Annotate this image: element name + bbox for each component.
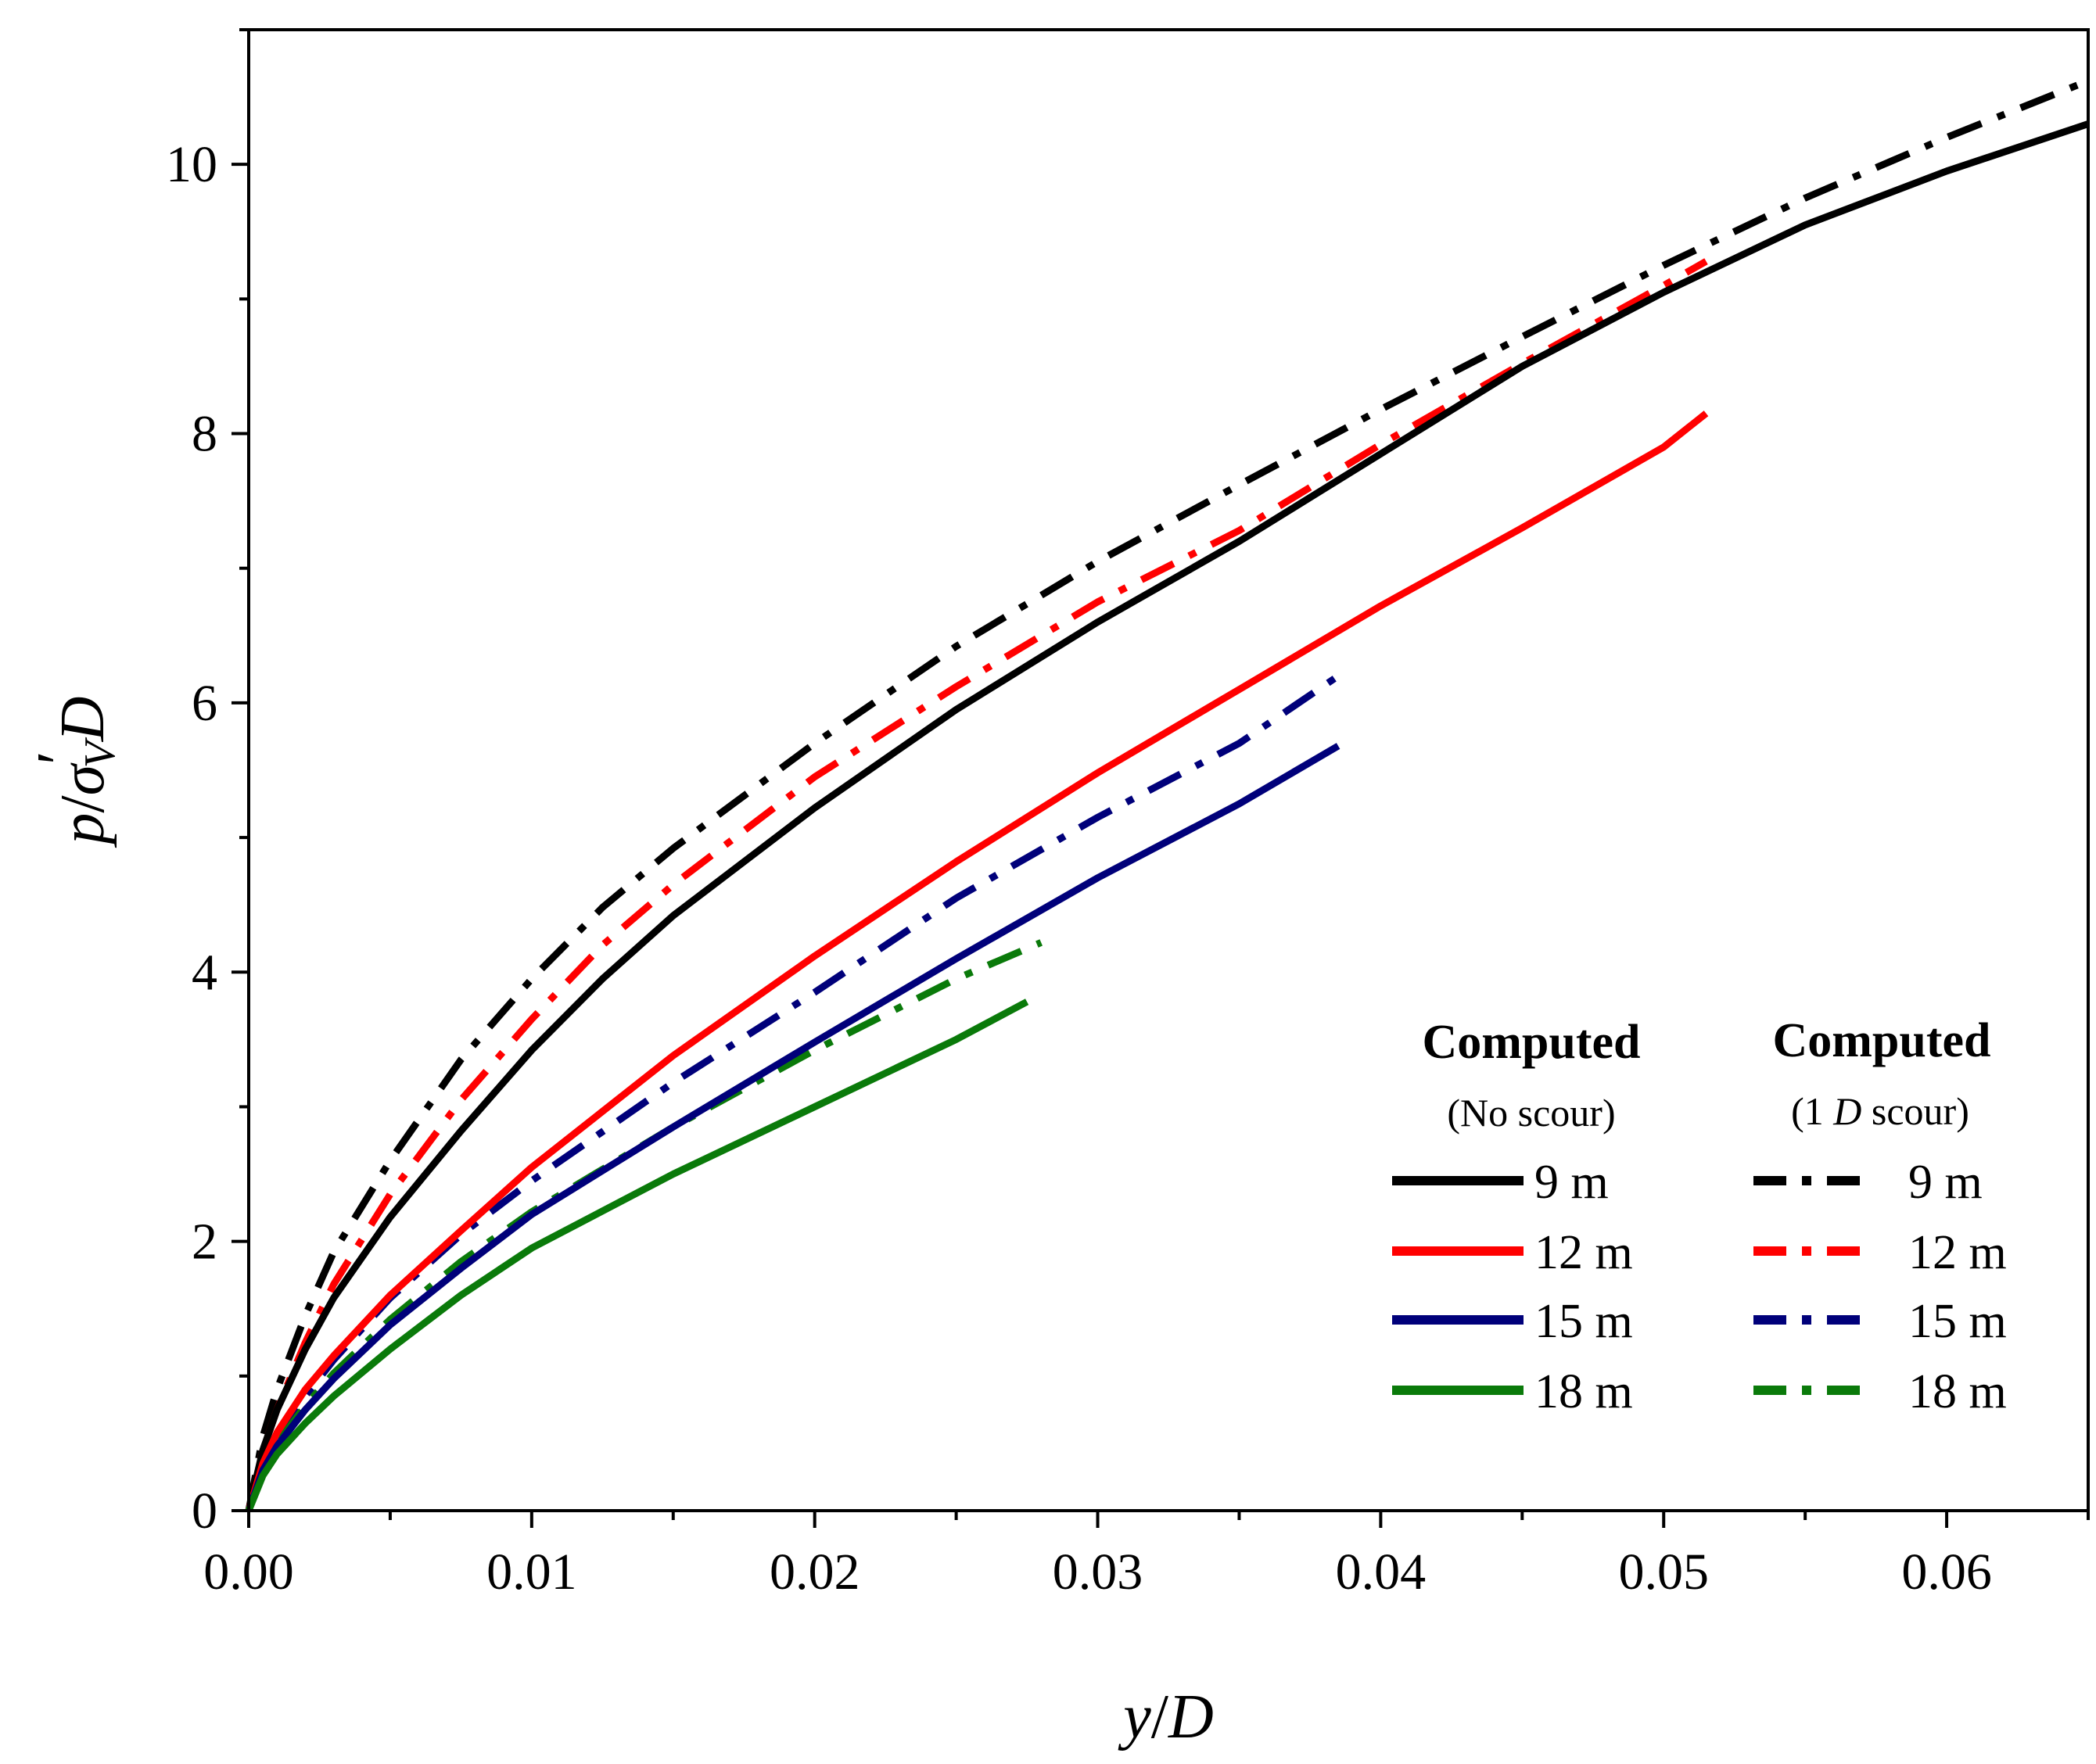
x-axis-title: y/D — [1118, 1683, 1214, 1751]
y-tick-label: 6 — [192, 675, 217, 732]
series-line-9m-no-scour — [245, 120, 2090, 1512]
y-tick-label: 10 — [166, 136, 217, 193]
y-axis-title-prime: ′ — [25, 751, 94, 765]
legend-label-scour: 12 m — [1908, 1226, 2007, 1279]
tick-labels: 0.00 0.01 0.02 0.03 0.04 0.05 0.06 0 2 4 6 8 10 — [166, 136, 1992, 1601]
y-axis-title-slash: / — [48, 795, 117, 813]
series-line-15m-scour — [245, 672, 1341, 1512]
legend-label-no-scour: 12 m — [1534, 1226, 1633, 1279]
legend-label-scour: 15 m — [1908, 1295, 2007, 1348]
x-axis-title-slash: / — [1151, 1683, 1169, 1751]
legend-label-no-scour: 15 m — [1534, 1295, 1633, 1348]
y-axis-title-D: D — [48, 696, 117, 742]
legend-subheading-no-scour: (No scour) — [1447, 1091, 1615, 1135]
legend-subheading-scour-suffix: scour) — [1861, 1089, 1969, 1133]
x-tick-label: 0.02 — [770, 1544, 860, 1601]
series-line-12m-no-scour — [245, 411, 1709, 1512]
legend-label-scour: 9 m — [1908, 1156, 1983, 1209]
x-tick-label: 0.06 — [1901, 1544, 1992, 1601]
legend-subheading-scour: (1 D scour) — [1791, 1089, 1969, 1133]
series-line-15m-no-scour — [245, 743, 1341, 1512]
x-tick-label: 0.05 — [1618, 1544, 1709, 1601]
legend-subheading-scour-prefix: (1 — [1791, 1089, 1833, 1133]
series-line-18m-scour — [245, 939, 1043, 1512]
series-line-9m-scour — [245, 77, 2090, 1511]
y-axis-title: p/σ′VD — [25, 696, 124, 848]
legend-label-scour: 18 m — [1908, 1365, 2007, 1418]
legend-heading-no-scour: Computed — [1422, 1016, 1640, 1069]
x-axis-title-D: D — [1168, 1683, 1214, 1751]
x-tick-label: 0.04 — [1336, 1544, 1427, 1601]
y-tick-label: 4 — [192, 944, 217, 1001]
legend-heading-scour: Computed — [1772, 1014, 1990, 1067]
legend: Computed (No scour) Computed (1 D scour)… — [1392, 1014, 2007, 1418]
series-line-18m-no-scour — [245, 999, 1029, 1512]
legend-subheading-scour-italic: D — [1832, 1089, 1861, 1133]
y-tick-label: 2 — [192, 1214, 217, 1271]
plot-frame — [247, 28, 2090, 1512]
x-tick-label: 0.03 — [1053, 1544, 1143, 1601]
y-axis-title-sigma: σ — [48, 762, 117, 795]
y-tick-label: 0 — [192, 1483, 217, 1540]
legend-label-no-scour: 9 m — [1534, 1156, 1609, 1209]
ticks-layer — [231, 28, 2090, 1528]
x-tick-label: 0.01 — [486, 1544, 577, 1601]
legend-entries: 9 m 12 m 15 m 18 m 9 m 12 m 15 m 18 m — [1392, 1156, 2007, 1418]
legend-label-no-scour: 18 m — [1534, 1365, 1633, 1418]
x-axis-title-y: y — [1118, 1683, 1151, 1751]
series-layer — [245, 77, 2090, 1512]
x-tick-label: 0.00 — [203, 1544, 294, 1601]
y-axis-title-sub: V — [76, 737, 124, 768]
y-tick-label: 8 — [192, 406, 217, 463]
y-axis-title-p: p — [48, 813, 117, 848]
